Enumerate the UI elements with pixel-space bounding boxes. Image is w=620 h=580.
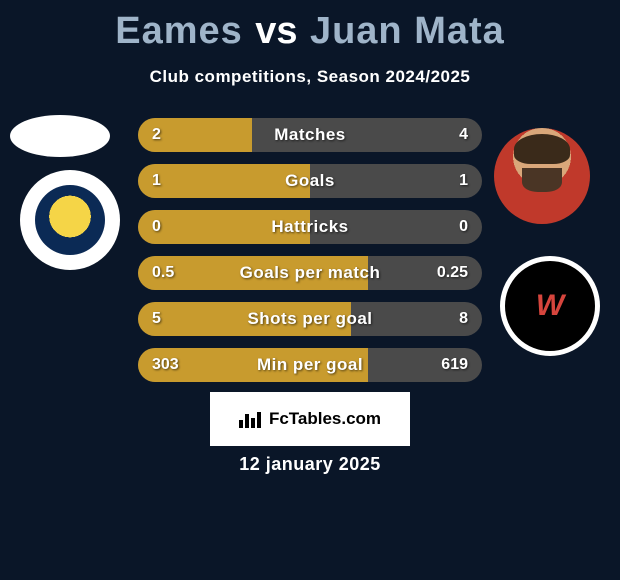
stat-value-left: 1 [152, 164, 161, 198]
stat-bar: Matches2 4 [138, 118, 482, 152]
brand-chart-icon [239, 410, 261, 428]
stat-bar: Min per goal303 619 [138, 348, 482, 382]
avatar-beard [522, 168, 562, 192]
player2-name: Juan Mata [310, 10, 505, 52]
stat-value-left: 0.5 [152, 256, 174, 290]
stat-value-left: 0 [152, 210, 161, 244]
stat-value-left: 5 [152, 302, 161, 336]
date-text: 12 january 2025 [0, 454, 620, 475]
page-title-row: Eames vs Juan Mata [0, 0, 620, 53]
avatar-hair [514, 134, 570, 164]
stat-value-right: 8 [459, 302, 468, 336]
stat-label: Goals [138, 164, 482, 198]
stat-label: Shots per goal [138, 302, 482, 336]
player1-avatar [10, 115, 110, 157]
stat-value-right: 619 [441, 348, 468, 382]
mariners-crest-icon [35, 185, 105, 255]
stat-bar: Goals1 1 [138, 164, 482, 198]
stat-value-right: 0 [459, 210, 468, 244]
player1-club-crest [20, 170, 120, 270]
player2-club-crest: W [500, 256, 600, 356]
stat-label: Min per goal [138, 348, 482, 382]
player2-avatar [494, 128, 590, 224]
stat-value-left: 303 [152, 348, 179, 382]
subtitle: Club competitions, Season 2024/2025 [0, 67, 620, 87]
stat-bar: Hattricks0 0 [138, 210, 482, 244]
stat-value-left: 2 [152, 118, 161, 152]
stat-label: Hattricks [138, 210, 482, 244]
player1-name: Eames [115, 10, 243, 52]
vs-text: vs [247, 10, 305, 52]
stats-area: Matches2 4 Goals1 1 Hattricks0 0 Goals per mat… [138, 118, 482, 394]
brand-text: FcTables.com [269, 409, 381, 429]
brand-box: FcTables.com [210, 392, 410, 446]
stat-value-right: 0.25 [437, 256, 468, 290]
stat-label: Goals per match [138, 256, 482, 290]
stat-bar: Shots per goal5 8 [138, 302, 482, 336]
stat-value-right: 1 [459, 164, 468, 198]
wanderers-crest-icon: W [536, 289, 564, 323]
stat-label: Matches [138, 118, 482, 152]
stat-value-right: 4 [459, 118, 468, 152]
stat-bar: Goals per match0.5 0.25 [138, 256, 482, 290]
